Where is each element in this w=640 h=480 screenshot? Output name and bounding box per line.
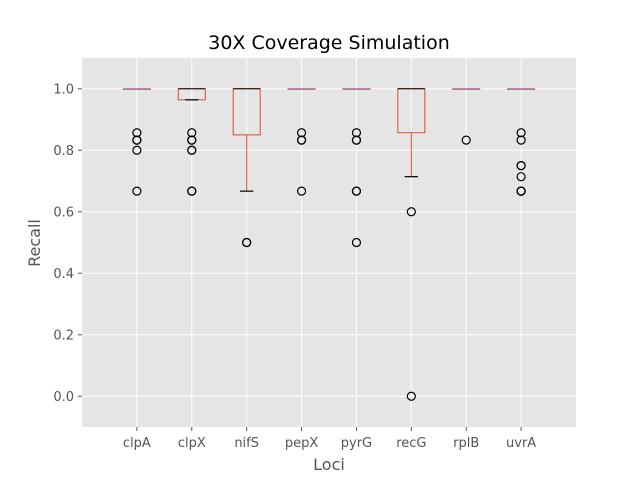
outlier-point — [296, 135, 307, 145]
outlier-point — [351, 186, 362, 196]
y-tick-label: 0.6 — [53, 205, 74, 220]
box-pepX — [287, 88, 316, 196]
x-tick-label: pepX — [285, 436, 319, 451]
box-nifS — [232, 88, 261, 248]
y-axis-label: Recall — [25, 219, 44, 267]
y-tick-label: 0.4 — [53, 267, 74, 282]
outlier-point — [351, 128, 362, 138]
outlier-point — [516, 161, 526, 171]
x-tick-label: pyrG — [341, 436, 372, 451]
outlier-point — [187, 186, 197, 196]
outlier-point — [132, 128, 142, 138]
outlier-point — [296, 128, 307, 138]
boxes — [122, 88, 536, 401]
outlier-point — [516, 135, 526, 145]
outlier-point — [351, 237, 362, 248]
x-tick-label: uvrA — [506, 436, 536, 451]
outlier-point — [351, 135, 362, 145]
x-tick-label: rplB — [453, 436, 479, 451]
y-tick-label: 0.0 — [53, 390, 74, 405]
outlier-point — [187, 145, 197, 155]
outlier-point — [516, 186, 526, 196]
outlier-point — [132, 145, 142, 155]
outlier-point — [406, 391, 416, 401]
outlier-point — [516, 128, 526, 138]
chart-title: 30X Coverage Simulation — [208, 32, 450, 54]
outlier-point — [461, 135, 471, 145]
outlier-point — [187, 135, 197, 145]
box-recG — [397, 88, 426, 401]
outlier-point — [132, 135, 142, 145]
box-uvrA — [507, 88, 536, 196]
outlier-point — [187, 128, 197, 138]
outlier-point — [242, 237, 252, 248]
box-clpX — [177, 88, 206, 196]
y-tick-label: 0.2 — [53, 328, 74, 343]
x-tick-label: clpX — [178, 436, 206, 451]
outlier-point — [132, 186, 142, 196]
y-tick-label: 0.8 — [53, 144, 74, 159]
outlier-point — [296, 186, 307, 196]
box-pyrG — [342, 88, 371, 248]
outlier-point — [406, 207, 416, 217]
y-tick-label: 1.0 — [53, 82, 74, 97]
outlier-point — [516, 172, 526, 182]
grid-lines — [82, 58, 576, 427]
x-tick-label: recG — [396, 436, 426, 451]
box-clpA — [122, 88, 151, 196]
x-tick-label: clpA — [123, 436, 151, 451]
plot-area — [82, 58, 576, 427]
axis-ticks: 0.0 0.2 0.4 0.6 0.8 1.0 clpA clpX nifS pepX pyrG re… — [53, 82, 536, 451]
x-tick-label: nifS — [234, 436, 259, 451]
box-rplB — [452, 88, 481, 145]
x-axis-label: Loci — [313, 455, 345, 474]
